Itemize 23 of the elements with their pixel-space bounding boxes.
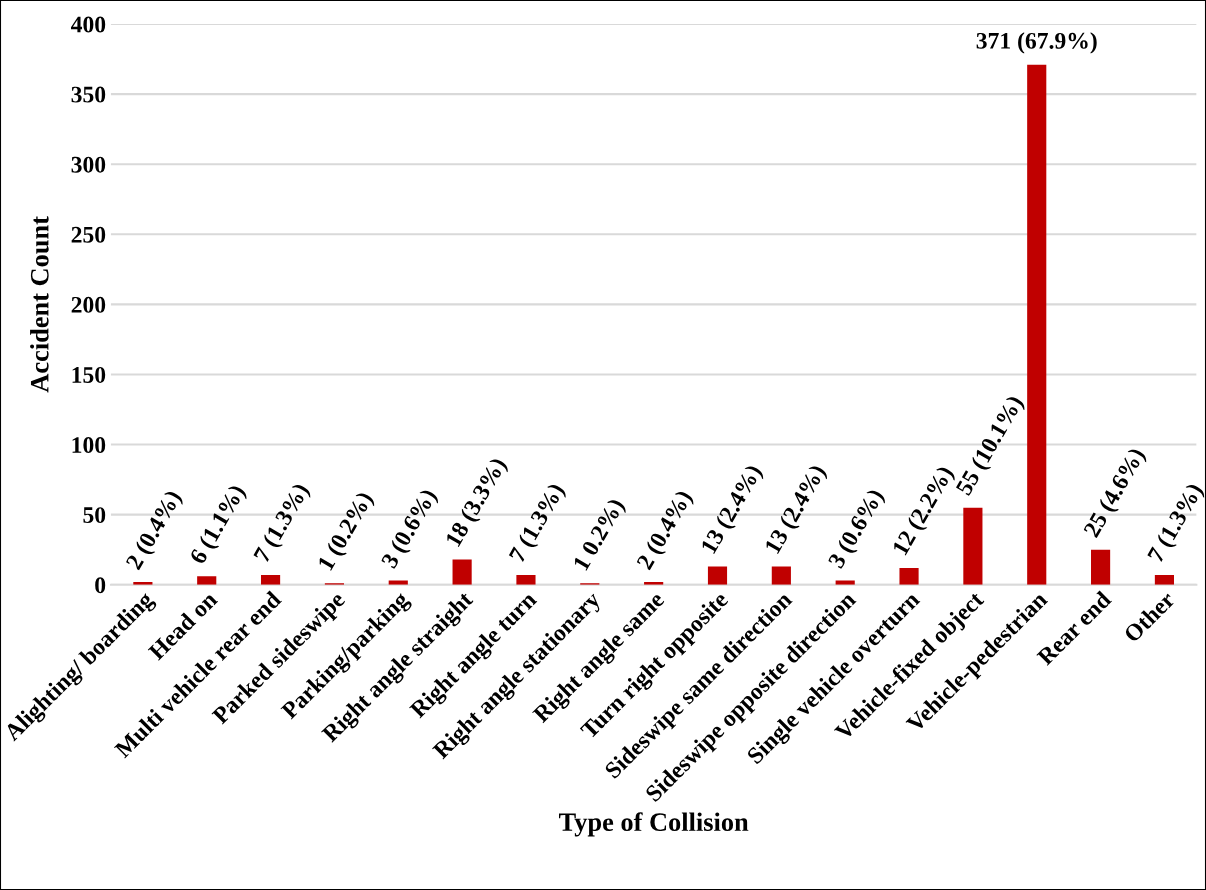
y-tick-label: 0: [95, 577, 106, 594]
y-tick-label: 250: [71, 226, 106, 243]
bar: [260, 574, 281, 585]
y-tick-label: 350: [71, 86, 106, 103]
bar: [1027, 64, 1047, 585]
bar: [771, 566, 791, 585]
data-label: 371 (67.9%): [976, 32, 1097, 54]
y-tick-label: 100: [72, 437, 106, 453]
bar: [1154, 574, 1175, 585]
y-tick-label: 300: [71, 156, 106, 173]
bar: [899, 567, 919, 585]
x-axis-title: Type of Collision: [559, 812, 749, 837]
y-tick-label: 400: [71, 16, 106, 33]
bar: [1091, 549, 1111, 585]
y-tick-label: 50: [83, 507, 106, 524]
bar: [707, 566, 728, 585]
bar: [452, 559, 472, 585]
y-tick-label: 200: [71, 296, 106, 313]
y-tick-label: 150: [72, 366, 106, 383]
bar: [963, 507, 983, 585]
y-axis-title: Accident Count: [30, 216, 49, 393]
bar: [516, 574, 536, 585]
bar: [197, 576, 217, 585]
